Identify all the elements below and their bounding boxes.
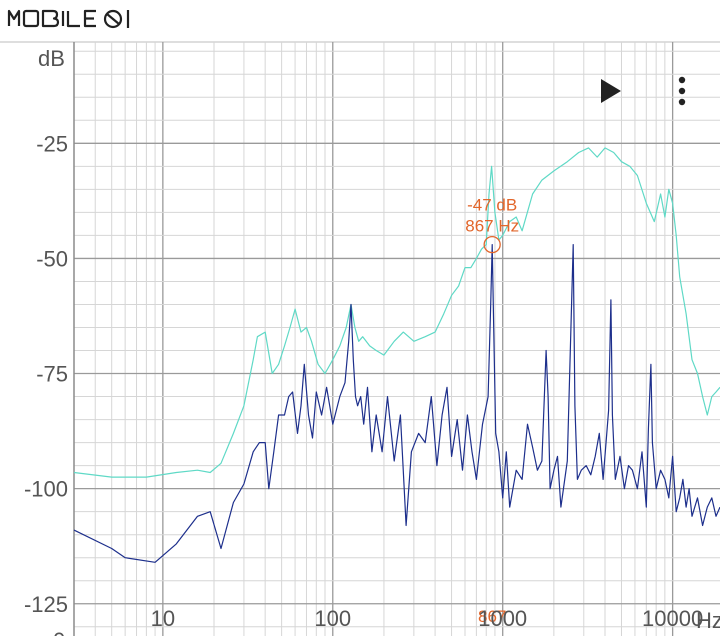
x-tick-label: 1000 — [478, 606, 527, 631]
cursor-db-label: -47 dB — [467, 196, 517, 215]
y-axis-unit-label: dB — [38, 46, 65, 71]
mobile01-logo — [7, 9, 130, 29]
series-layer — [73, 147, 720, 563]
axis-labels: dB Hz 0 867 -25 -50 -75 -100 -125 10 100 1000 10… — [24, 46, 720, 636]
y-axis-partial-label: 0 — [53, 628, 65, 636]
series-line-2 — [73, 244, 720, 563]
cursor-marker[interactable] — [483, 235, 501, 254]
x-tick-label: 10 — [151, 606, 175, 631]
x-axis-unit-label: Hz — [696, 608, 720, 633]
cursor-x-axis-label: 867 — [478, 607, 506, 626]
y-tick-label: -25 — [36, 131, 68, 156]
chart-toolbar — [601, 76, 686, 106]
more-vert-icon[interactable] — [678, 76, 686, 106]
cursor[interactable]: -47 dB 867 Hz — [465, 196, 519, 254]
cursor-hz-label: 867 Hz — [465, 217, 519, 236]
y-tick-label: -100 — [24, 477, 68, 502]
y-tick-label: -75 — [36, 362, 68, 387]
y-tick-label: -50 — [36, 246, 68, 271]
play-icon[interactable] — [601, 79, 621, 103]
y-tick-label: -125 — [24, 592, 68, 617]
x-tick-label: 10000 — [642, 606, 703, 631]
series-line-1 — [73, 147, 720, 478]
x-tick-label: 100 — [314, 606, 351, 631]
